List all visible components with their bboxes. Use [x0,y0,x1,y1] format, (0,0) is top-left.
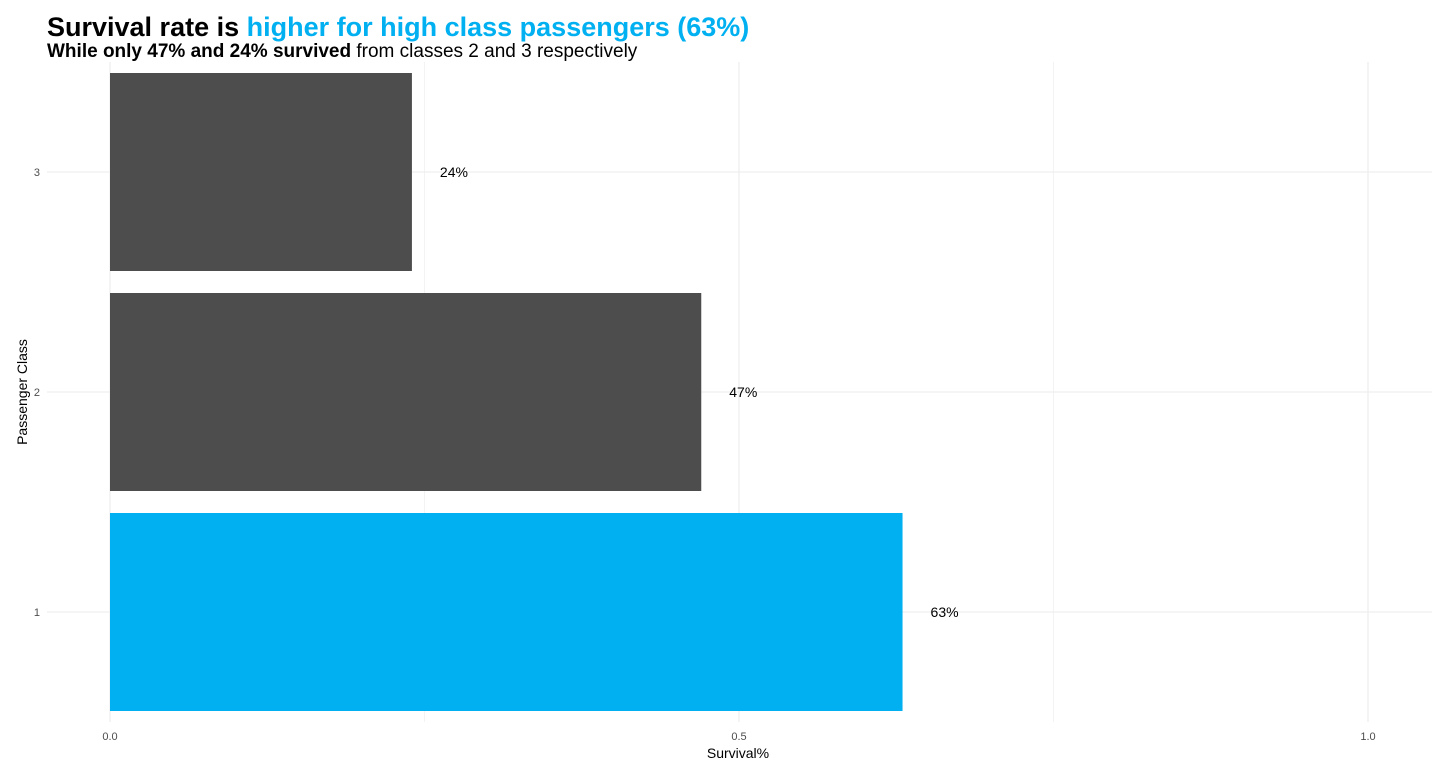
data-label-class-2: 47% [729,384,757,400]
data-label-class-3: 24% [440,164,468,180]
subtitle-rest: from classes 2 and 3 respectively [351,41,638,62]
y-axis-title: Passenger Class [14,339,30,445]
title-part-highlight: higher for high class passengers (63%) [246,12,750,42]
y-tick-label: 1 [34,607,40,619]
y-tick-label: 2 [34,387,40,399]
y-tick-label: 3 [34,167,40,179]
x-axis-title: Survival% [707,745,769,761]
chart-title: Survival rate is higher for high class p… [47,10,749,44]
bar-class-2 [110,293,702,491]
bar-class-3 [110,73,412,271]
bar-class-1 [110,513,903,711]
title-part-plain: Survival rate is [47,12,247,42]
x-tick-label: 0.5 [731,731,746,743]
x-tick-label: 1.0 [1360,731,1375,743]
data-label-class-1: 63% [931,604,959,620]
subtitle-bold: While only 47% and 24% survived [47,41,352,62]
chart-subtitle: While only 47% and 24% survived from cla… [47,40,637,64]
x-tick-label: 0.0 [102,731,117,743]
